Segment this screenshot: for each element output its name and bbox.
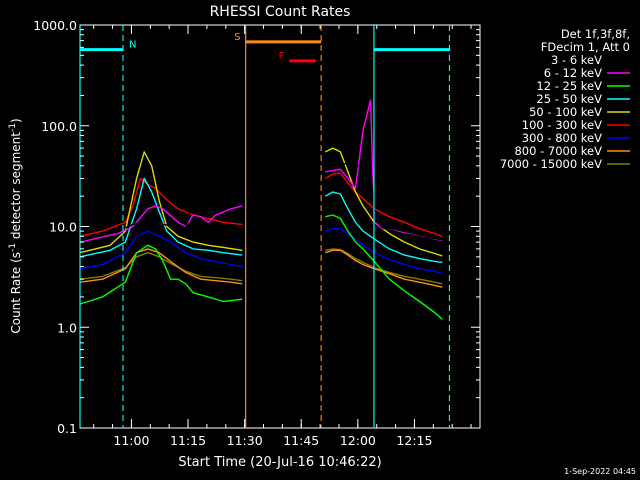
- interval-label-f: F: [279, 51, 285, 62]
- legend-item-6-12-kev: 6 - 12 keV: [544, 66, 630, 80]
- interval-label-s: S: [234, 32, 240, 43]
- legend-item-label: 6 - 12 keV: [544, 66, 602, 80]
- legend-item-50-100-kev: 50 - 100 keV: [529, 105, 630, 119]
- series-800-7000-kev-segment-2: [325, 249, 443, 288]
- legend-item-800-7000-kev: 800 - 7000 keV: [514, 144, 630, 158]
- series-800-7000-kev-segment-1: [79, 248, 243, 285]
- series-300-800-kev-segment-1: [79, 230, 243, 270]
- series-12-25-kev-segment-1: [79, 244, 243, 305]
- interval-label-n: N: [129, 40, 136, 51]
- legend-item-label: 12 - 25 keV: [536, 79, 602, 93]
- footer-timestamp: 1-Sep-2022 04:45: [564, 467, 636, 476]
- series-25-50-kev: [79, 177, 443, 264]
- legend: Det 1f,3f,8f, FDecim 1, Att 0 3 - 6 keV6…: [500, 27, 630, 171]
- series-100-300-kev: [79, 172, 443, 237]
- y-tick-label: 0.1: [57, 421, 77, 436]
- x-tick-label: 11:15: [170, 433, 206, 448]
- y-tick-label: 1.0: [57, 320, 77, 335]
- legend-item-label: 300 - 800 keV: [522, 131, 602, 145]
- y-tick-label: 100.0: [41, 119, 77, 134]
- x-tick-label: 12:15: [396, 433, 432, 448]
- series-6-12-kev-segment-2: [325, 99, 443, 241]
- series-300-800-kev: [79, 227, 443, 275]
- series-7000-15000-kev-segment-1: [79, 251, 243, 282]
- legend-item-label: 7000 - 15000 keV: [500, 157, 602, 171]
- series-300-800-kev-segment-2: [325, 227, 443, 275]
- x-tick-label: 12:00: [340, 433, 376, 448]
- y-axis: 1000.0 100.0 10.0 1.0 0.1: [33, 18, 480, 436]
- legend-item-100-300-kev: 100 - 300 keV: [522, 118, 630, 132]
- series-25-50-kev-segment-2: [324, 191, 443, 264]
- legend-item-label: 25 - 50 keV: [536, 92, 602, 106]
- x-tick-label: 11:30: [227, 433, 263, 448]
- y-tick-label: 1000.0: [33, 18, 77, 33]
- legend-item-label: 800 - 7000 keV: [514, 144, 602, 158]
- legend-item-300-800-kev: 300 - 800 keV: [522, 131, 630, 145]
- legend-item-3-6-kev: 3 - 6 keV: [551, 53, 630, 67]
- y-tick-label: 10.0: [49, 220, 77, 235]
- series-3-6-kev-segment-1: [79, 193, 243, 242]
- legend-item-label: 3 - 6 keV: [551, 53, 602, 67]
- legend-item-label: 50 - 100 keV: [529, 105, 602, 119]
- series-7000-15000-kev: [79, 248, 443, 285]
- chart-title: RHESSI Count Rates: [210, 4, 351, 20]
- series-50-100-kev-segment-2: [324, 147, 443, 257]
- legend-item-25-50-kev: 25 - 50 keV: [536, 92, 630, 106]
- legend-item-12-25-kev: 12 - 25 keV: [536, 79, 630, 93]
- series-100-300-kev-segment-2: [324, 172, 443, 237]
- x-axis: 11:00 11:15 11:30 11:45 12:00 12:15: [93, 25, 472, 448]
- legend-item-label: 100 - 300 keV: [522, 118, 602, 132]
- series-800-7000-kev: [79, 248, 443, 288]
- legend-header-line-1: Det 1f,3f,8f,: [561, 27, 630, 41]
- x-axis-label: Start Time (20-Jul-16 10:46:22): [178, 455, 381, 470]
- x-tick-label: 11:45: [283, 433, 319, 448]
- y-axis-label: Count Rate (s-1 detector segment-1): [8, 118, 23, 333]
- series-25-50-kev-segment-1: [79, 177, 243, 258]
- series-12-25-kev-segment-2: [325, 214, 443, 320]
- x-tick-label: 11:00: [113, 433, 149, 448]
- series-50-100-kev: [79, 147, 443, 257]
- series-7000-15000-kev-segment-2: [325, 248, 443, 285]
- series-50-100-kev-segment-1: [79, 151, 243, 254]
- legend-item-7000-15000-kev: 7000 - 15000 keV: [500, 157, 630, 171]
- plot-area: N S F 1000.0 100.0 10.0 1.0 0.1 11:00 11:15 11:3…: [33, 18, 481, 448]
- series-12-25-kev: [79, 214, 443, 320]
- legend-header-line-2: FDecim 1, Att 0: [541, 40, 630, 54]
- series-100-300-kev-segment-1: [79, 177, 243, 237]
